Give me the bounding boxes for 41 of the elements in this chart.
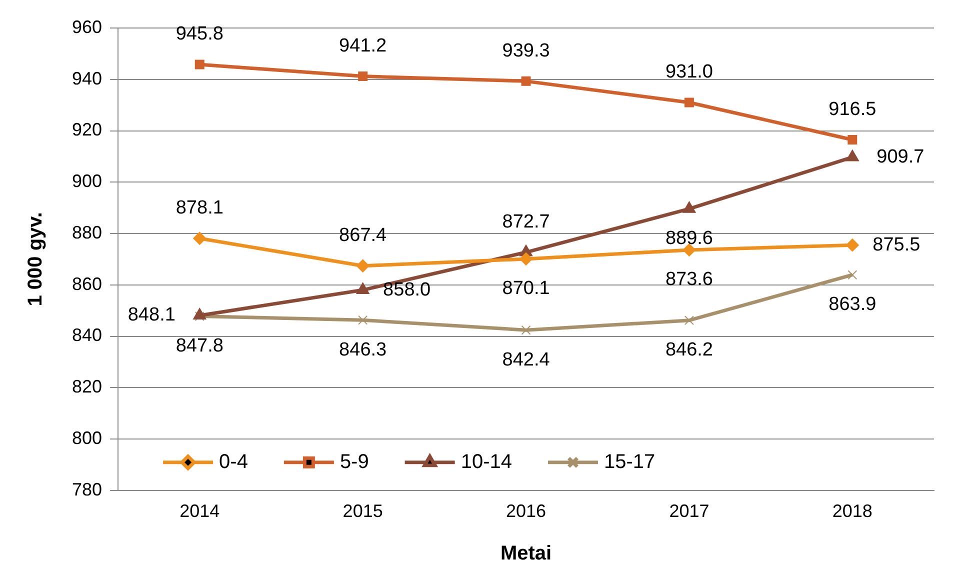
y-tick-label: 960 [72,16,102,37]
y-tick-label: 880 [72,222,102,242]
x-tick-label: 2017 [669,501,710,522]
legend-label: 0-4 [219,450,248,473]
data-label: 875.5 [872,234,920,256]
y-tick-label: 780 [72,479,102,500]
y-tick-label: 920 [72,120,102,140]
data-label: 858.0 [383,279,431,300]
data-label: 848.1 [128,304,176,326]
y-axis-title: 1 000 gyv. [24,212,47,306]
data-label: 842.4 [502,349,550,370]
data-label: 870.1 [502,278,550,300]
y-tick-label: 840 [72,325,102,346]
data-label: 863.9 [828,294,876,316]
y-tick-label: 800 [72,428,102,448]
legend-label: 5-9 [340,450,369,473]
x-axis-title: Metai [500,542,552,565]
legend-label: 15-17 [604,450,656,473]
x-tick-label: 2016 [506,501,546,522]
x-tick-label: 2015 [342,501,383,522]
y-tick-label: 860 [72,274,102,294]
data-label: 931.0 [665,62,713,83]
data-label: 889.6 [665,228,713,250]
data-label: 909.7 [876,146,924,168]
data-label: 945.8 [176,24,224,45]
data-label: 872.7 [502,212,550,232]
data-label: 939.3 [502,40,550,62]
legend-label: 10-14 [460,450,512,473]
data-label: 846.2 [665,340,713,361]
data-label: 846.3 [339,339,387,360]
data-label: 873.6 [665,269,713,290]
data-label: 867.4 [339,225,388,246]
y-tick-label: 820 [72,376,102,397]
data-label: 941.2 [339,36,387,57]
y-tick-label: 900 [72,171,102,192]
data-label: 916.5 [828,98,876,120]
x-tick-label: 2014 [180,501,220,522]
y-tick-label: 940 [72,68,102,88]
data-label: 847.8 [176,335,224,356]
data-label: 878.1 [176,198,224,219]
x-tick-label: 2018 [832,501,872,522]
